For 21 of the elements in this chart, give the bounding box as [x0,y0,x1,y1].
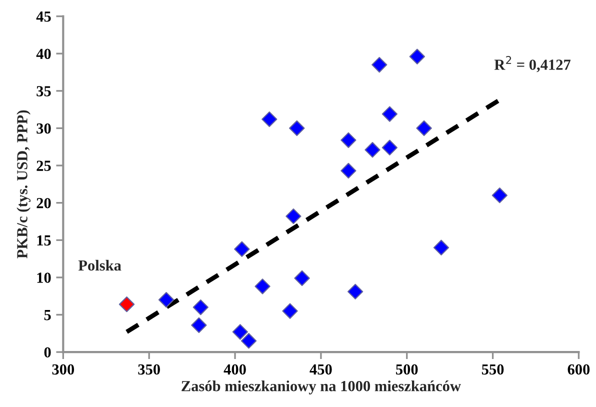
x-tick-label: 350 [138,364,160,375]
y-tick-label: 35 [36,86,51,96]
annotation: R$^{2}$ = 0,4127 [494,56,571,72]
y-tick-label: 0 [44,347,51,358]
x-axis-title: Zasób mieszkaniowy na 1000 mieszkańców [182,380,461,394]
y-tick-label: 20 [36,198,51,208]
x-tick-label: 400 [224,364,246,375]
x-tick-label: 550 [482,364,504,375]
x-tick-label: 300 [52,364,74,375]
x-tick-label: 450 [310,364,332,375]
x-tick-label: 500 [396,364,418,375]
y-tick-label: 25 [36,160,51,171]
y-tick-label: 10 [37,272,51,283]
annotation: Polska [78,260,122,271]
x-tick-label: 600 [568,364,590,375]
y-tick-label: 30 [36,123,51,134]
y-tick-label: 40 [36,48,51,60]
y-tick-label: 45 [36,12,51,22]
y-axis-title: PKB/c (tys. USD, PPP) [16,110,31,258]
y-tick-label: 5 [44,310,51,320]
y-tick-label: 15 [37,235,51,246]
